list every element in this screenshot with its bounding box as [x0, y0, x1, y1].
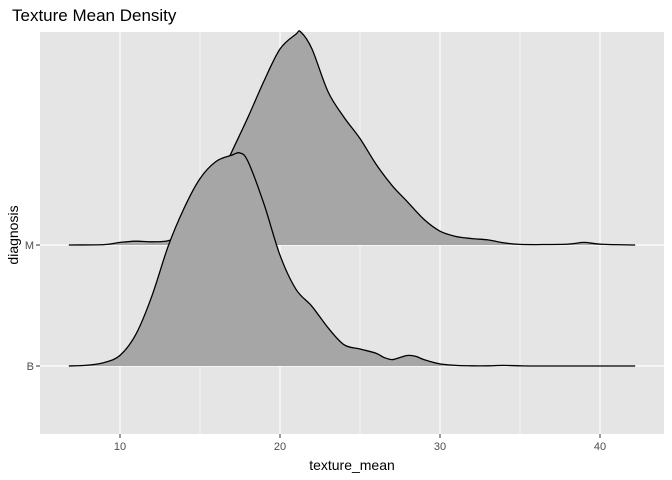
density-area-b [68, 152, 636, 366]
x-tick-label: 10 [114, 441, 126, 453]
density-area-m [68, 30, 636, 245]
y-axis-title: diagnosis [5, 205, 21, 264]
density-line-b [68, 152, 636, 367]
y-tick-label: B [27, 361, 34, 373]
x-axis: 10 20 30 40 [114, 434, 606, 453]
y-axis: BM [25, 240, 40, 373]
density-ridges [68, 30, 636, 367]
y-tick-label: M [25, 240, 34, 252]
x-axis-title: texture_mean [309, 457, 395, 473]
x-tick-label: 30 [434, 441, 446, 453]
x-tick-label: 40 [594, 441, 606, 453]
x-tick-label: 20 [274, 441, 286, 453]
chart-title: Texture Mean Density [12, 6, 177, 25]
